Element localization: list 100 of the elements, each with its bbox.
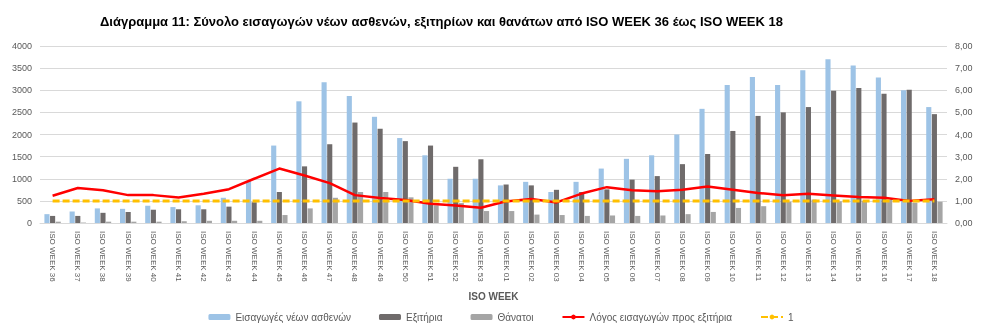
y-tick-label: 2000 (11, 129, 32, 140)
bar (327, 144, 333, 223)
x-tick-label: ISO WEEK 41 (174, 231, 184, 283)
bar (887, 199, 893, 223)
bar (94, 208, 100, 223)
bar (170, 207, 176, 223)
bar (232, 220, 238, 223)
x-tick-label: ISO WEEK 08 (677, 231, 687, 283)
bar (307, 208, 313, 223)
bar (377, 128, 383, 223)
bar (195, 205, 201, 223)
x-tick-label: ISO WEEK 09 (703, 231, 713, 283)
y-tick-label: 1500 (11, 151, 32, 162)
bar (427, 145, 434, 223)
bar (775, 84, 781, 223)
x-tick-label: ISO WEEK 10 (728, 231, 738, 283)
bar (584, 215, 590, 223)
y-tick-label: 4000 (11, 41, 32, 51)
x-tick-label: ISO WEEK 04 (577, 231, 587, 283)
y2-tick-label: 5,00 (955, 107, 973, 118)
x-tick-label: ISO WEEK 03 (551, 231, 561, 283)
bar (926, 107, 932, 223)
bar (856, 88, 862, 223)
x-tick-label: ISO WEEK 50 (400, 231, 410, 283)
bar (433, 205, 439, 223)
x-tick-label: ISO WEEK 47 (325, 231, 335, 283)
x-tick-label: ISO WEEK 11 (753, 231, 763, 282)
bar (559, 215, 565, 223)
bar (730, 130, 736, 223)
bar (710, 211, 716, 223)
x-tick-label: ISO WEEK 44 (249, 231, 259, 283)
y-tick-label: 3000 (11, 85, 32, 96)
bar (371, 116, 378, 223)
bar (206, 220, 212, 223)
bar (352, 122, 358, 223)
bar (901, 90, 907, 223)
bar (749, 76, 755, 223)
bar (282, 215, 288, 223)
bar (119, 208, 126, 223)
bar (724, 84, 730, 223)
x-tick-label: ISO WEEK 37 (73, 231, 83, 283)
bar (609, 215, 616, 223)
x-tick-label: ISO WEEK 16 (879, 231, 889, 283)
y-tick-label: 500 (16, 195, 32, 206)
x-tick-label: ISO WEEK 46 (300, 231, 310, 283)
bar (50, 215, 56, 223)
y2-tick-label: 7,00 (955, 63, 973, 74)
bar (150, 209, 156, 223)
x-tick-label: ISO WEEK 13 (803, 231, 813, 283)
bar (831, 90, 837, 223)
bar (257, 220, 263, 223)
y2-tick-label: 0,00 (955, 218, 973, 228)
y2-tick-label: 4,00 (955, 129, 973, 140)
bar (397, 138, 403, 223)
bar (528, 185, 534, 223)
bar (735, 207, 742, 223)
y2-tick-label: 1,00 (955, 195, 973, 206)
bar (875, 77, 881, 223)
bar (402, 141, 408, 223)
x-tick-label: ISO WEEK 40 (148, 231, 158, 283)
bar (75, 215, 81, 223)
bar (906, 89, 912, 223)
x-tick-label: ISO WEEK 05 (602, 231, 612, 283)
bar (861, 200, 868, 223)
bar (635, 215, 641, 223)
bar (649, 155, 655, 223)
bar (44, 214, 50, 223)
bar (271, 145, 277, 223)
y-tick-label: 2500 (11, 107, 32, 118)
x-tick-label: ISO WEEK 14 (829, 231, 839, 283)
legend-label: Εισαγωγές νέων ασθενών (235, 311, 351, 323)
y2-tick-label: 3,00 (955, 151, 973, 162)
bar (346, 96, 352, 223)
y-tick-label: 1000 (11, 173, 32, 184)
bar (176, 209, 182, 223)
x-tick-label: ISO WEEK 07 (652, 231, 662, 283)
x-tick-label: ISO WEEK 36 (48, 231, 58, 283)
bar (251, 202, 257, 223)
bar (276, 192, 282, 223)
legend-label: Εξιτήρια (405, 311, 443, 324)
bar (786, 201, 792, 223)
legend-label: Θάνατοι (497, 311, 534, 323)
x-axis-title: ISO WEEK (468, 290, 520, 302)
chart-title: Διάγραμμα 11: Σύνολο εισαγωγών νέων ασθενών, εξιτηρίων και θανάτων από ISO WEEK 36 έως ISO WEEK 18 (100, 14, 783, 29)
bar (825, 59, 831, 223)
bar (679, 164, 686, 223)
x-tick-label: ISO WEEK 15 (854, 231, 864, 283)
x-tick-label: ISO WEEK 45 (274, 231, 284, 283)
x-tick-label: ISO WEEK 43 (224, 231, 234, 283)
bar (598, 168, 604, 223)
bar (422, 155, 428, 223)
bar (937, 201, 943, 223)
x-tick-label: ISO WEEK 38 (98, 231, 108, 283)
x-tick-label: ISO WEEK 52 (451, 231, 461, 283)
x-tick-label: ISO WEEK 17 (904, 231, 914, 283)
x-tick-label: ISO WEEK 02 (526, 231, 536, 283)
bar (145, 205, 151, 223)
x-tick-label: ISO WEEK 51 (426, 231, 436, 283)
x-tick-label: ISO WEEK 01 (501, 231, 511, 283)
bar (125, 211, 131, 223)
